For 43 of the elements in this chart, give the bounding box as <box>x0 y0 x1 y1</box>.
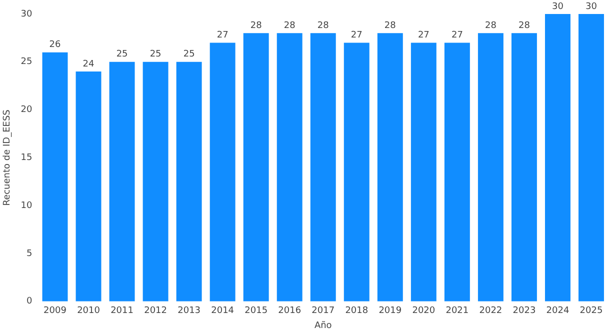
y-tick-label: 10 <box>20 200 33 211</box>
data-label: 24 <box>82 59 95 70</box>
data-label: 28 <box>250 21 262 32</box>
data-label: 28 <box>284 21 296 32</box>
x-tick-label: 2019 <box>378 306 402 316</box>
data-label: 28 <box>518 21 530 32</box>
x-tick-label: 2013 <box>178 306 201 316</box>
x-axis-title: Año <box>314 320 332 331</box>
data-label: 25 <box>150 50 162 60</box>
x-tick-label: 2017 <box>312 306 335 316</box>
data-label: 30 <box>552 2 564 12</box>
data-label: 28 <box>384 21 396 32</box>
y-axis-title: Recuento de ID_EESS <box>2 109 13 206</box>
x-tick-label: 2015 <box>244 306 268 316</box>
data-label: 28 <box>484 21 497 32</box>
data-label: 30 <box>586 2 598 12</box>
y-tick-label: 25 <box>20 57 32 68</box>
data-label: 27 <box>451 30 463 41</box>
x-tick-label: 2011 <box>110 306 134 316</box>
y-tick-label: 30 <box>20 9 33 20</box>
data-label: 25 <box>183 50 195 60</box>
x-tick-label: 2014 <box>211 306 234 316</box>
data-label: 28 <box>317 21 330 32</box>
x-tick-label: 2012 <box>144 306 168 316</box>
x-tick-label: 2025 <box>580 306 603 316</box>
x-tick-label: 2022 <box>479 306 502 316</box>
x-tick-label: 2009 <box>44 306 67 316</box>
x-tick-label: 2024 <box>546 306 570 316</box>
x-tick-label: 2020 <box>412 306 436 316</box>
y-tick-label: 5 <box>26 248 32 259</box>
x-tick-label: 2018 <box>345 306 368 316</box>
y-tick-label: 20 <box>20 105 33 116</box>
x-tick-label: 2010 <box>77 306 100 316</box>
data-label: 26 <box>49 40 62 50</box>
y-tick-label: 0 <box>26 296 33 307</box>
data-label: 25 <box>116 50 128 60</box>
y-tick-label: 15 <box>20 153 32 164</box>
x-tick-label: 2021 <box>446 306 469 316</box>
data-label: 27 <box>350 30 362 41</box>
data-label: 27 <box>216 30 228 41</box>
x-tick-label: 2023 <box>512 306 536 316</box>
x-tick-label: 2016 <box>278 306 302 316</box>
data-label: 27 <box>418 30 430 41</box>
